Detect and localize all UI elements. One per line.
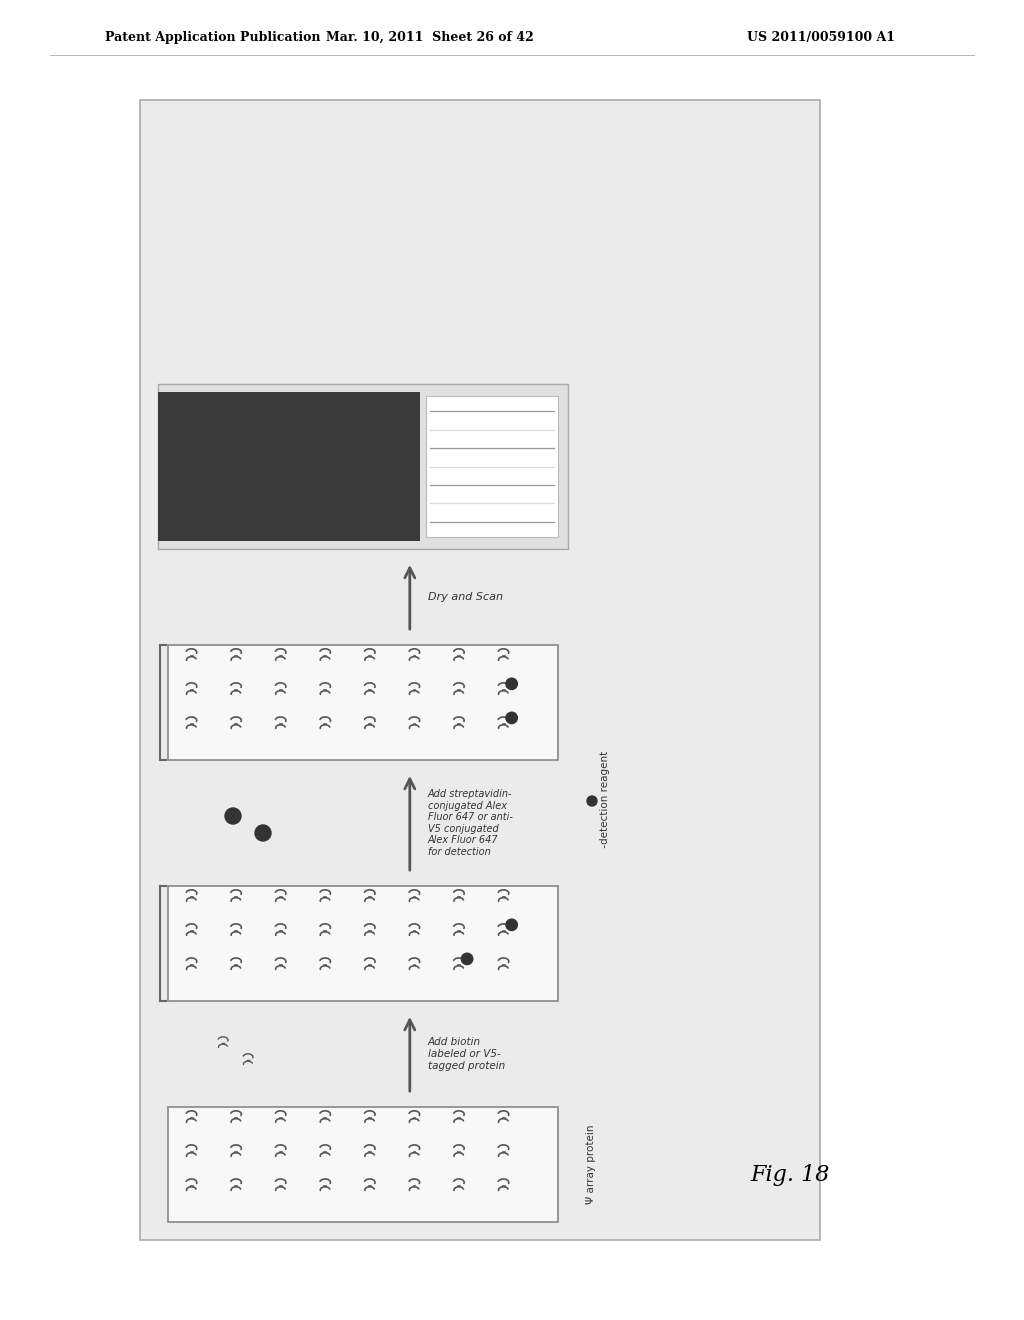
Text: Dry and Scan: Dry and Scan — [428, 591, 503, 602]
Text: Mar. 10, 2011  Sheet 26 of 42: Mar. 10, 2011 Sheet 26 of 42 — [326, 30, 534, 44]
Text: -detection reagent: -detection reagent — [600, 751, 610, 851]
Bar — [168, 645, 558, 760]
Bar — [168, 886, 558, 1001]
Circle shape — [506, 678, 517, 689]
Text: US 2011/0059100 A1: US 2011/0059100 A1 — [746, 30, 895, 44]
Circle shape — [587, 796, 597, 807]
Circle shape — [225, 808, 241, 824]
Circle shape — [506, 919, 517, 931]
Bar — [158, 392, 421, 541]
Text: Add biotin
labeled or V5-
tagged protein: Add biotin labeled or V5- tagged protein — [428, 1038, 505, 1071]
Text: Add streptavidin-
conjugated Alex
Fluor 647 or anti-
V5 conjugated
Alex Fluor 64: Add streptavidin- conjugated Alex Fluor … — [428, 789, 513, 857]
Text: Ψ array protein: Ψ array protein — [586, 1125, 596, 1204]
Bar — [140, 100, 820, 1239]
Circle shape — [462, 953, 473, 965]
Text: Patent Application Publication: Patent Application Publication — [105, 30, 321, 44]
Bar — [158, 384, 568, 549]
Circle shape — [506, 713, 517, 723]
Text: Fig. 18: Fig. 18 — [751, 1164, 829, 1185]
Circle shape — [255, 825, 271, 841]
Bar — [426, 396, 558, 537]
Bar — [168, 1107, 558, 1222]
